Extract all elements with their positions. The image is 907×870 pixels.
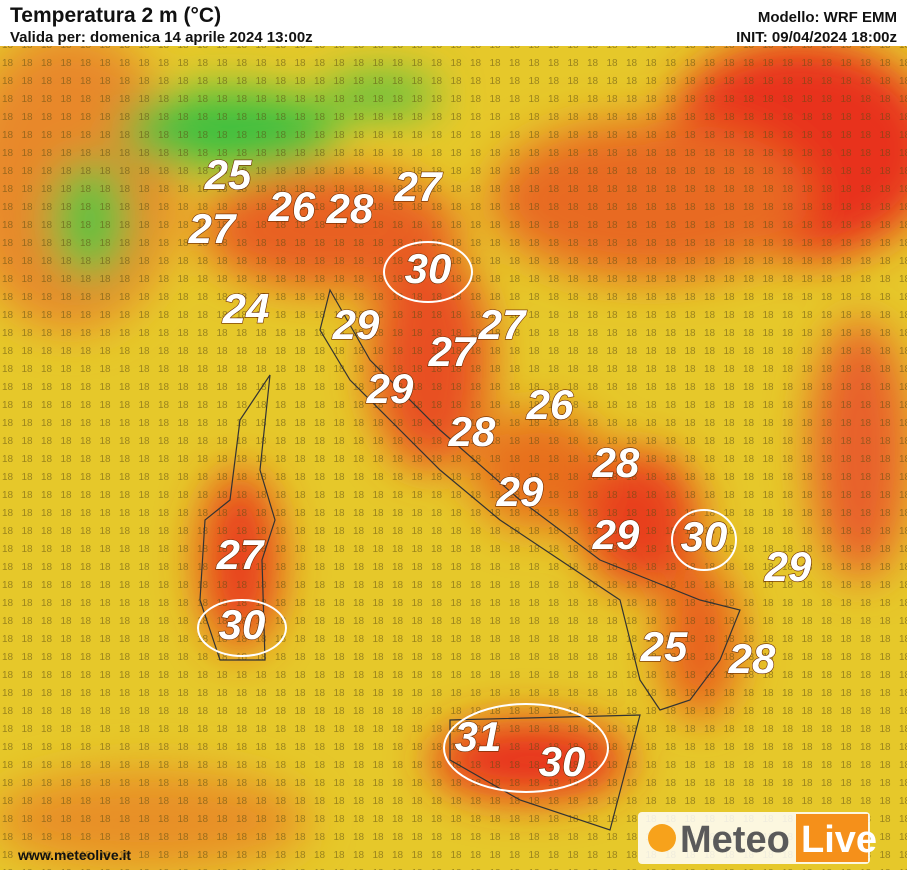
logo-left: Meteo	[680, 819, 790, 861]
temperature-label: 27	[188, 205, 237, 252]
temperature-label: 25	[204, 151, 252, 198]
temperature-label: 30	[681, 513, 728, 560]
model: Modello: WRF EMM	[758, 9, 897, 26]
website: www.meteolive.it	[17, 847, 131, 863]
init-time: INIT: 09/04/2024 18:00z	[736, 29, 897, 46]
temperature-label: 30	[405, 245, 452, 292]
temperature-label: 25	[640, 623, 688, 670]
temperature-label: 26	[268, 183, 316, 230]
temperature-label: 28	[728, 635, 776, 682]
temperature-label: 29	[366, 365, 414, 412]
temperature-label: 29	[764, 543, 812, 590]
logo: Meteo Live	[638, 812, 877, 864]
highlight-circle	[671, 509, 737, 571]
highlight-circle	[197, 599, 287, 657]
temperature-label: 27	[478, 301, 527, 348]
temperature-label: 27	[394, 163, 443, 210]
temperature-label: 29	[332, 301, 380, 348]
temperature-label: 24	[222, 285, 270, 332]
temperature-label: 26	[526, 381, 574, 428]
temperature-label: 28	[448, 408, 496, 455]
coastline	[199, 288, 741, 831]
highlight-circle	[443, 703, 609, 793]
temperature-label: 28	[592, 439, 640, 486]
valid-time: Valida per: domenica 14 aprile 2024 13:0…	[10, 29, 313, 46]
header-bar	[0, 0, 907, 46]
title: Temperatura 2 m (°C)	[10, 4, 221, 27]
temperature-label: 30	[219, 601, 266, 648]
temperature-label: 29	[496, 468, 544, 515]
temperature-label: 29	[592, 511, 640, 558]
temperature-label: 27	[428, 328, 477, 375]
temperature-label: 31	[455, 713, 502, 760]
highlight-circle	[383, 241, 473, 303]
temperature-label: 28	[326, 185, 374, 232]
logo-right: Live	[801, 819, 877, 861]
temperature-field	[0, 30, 907, 870]
temperature-label: 27	[216, 531, 265, 578]
temperature-label: 30	[539, 738, 586, 785]
